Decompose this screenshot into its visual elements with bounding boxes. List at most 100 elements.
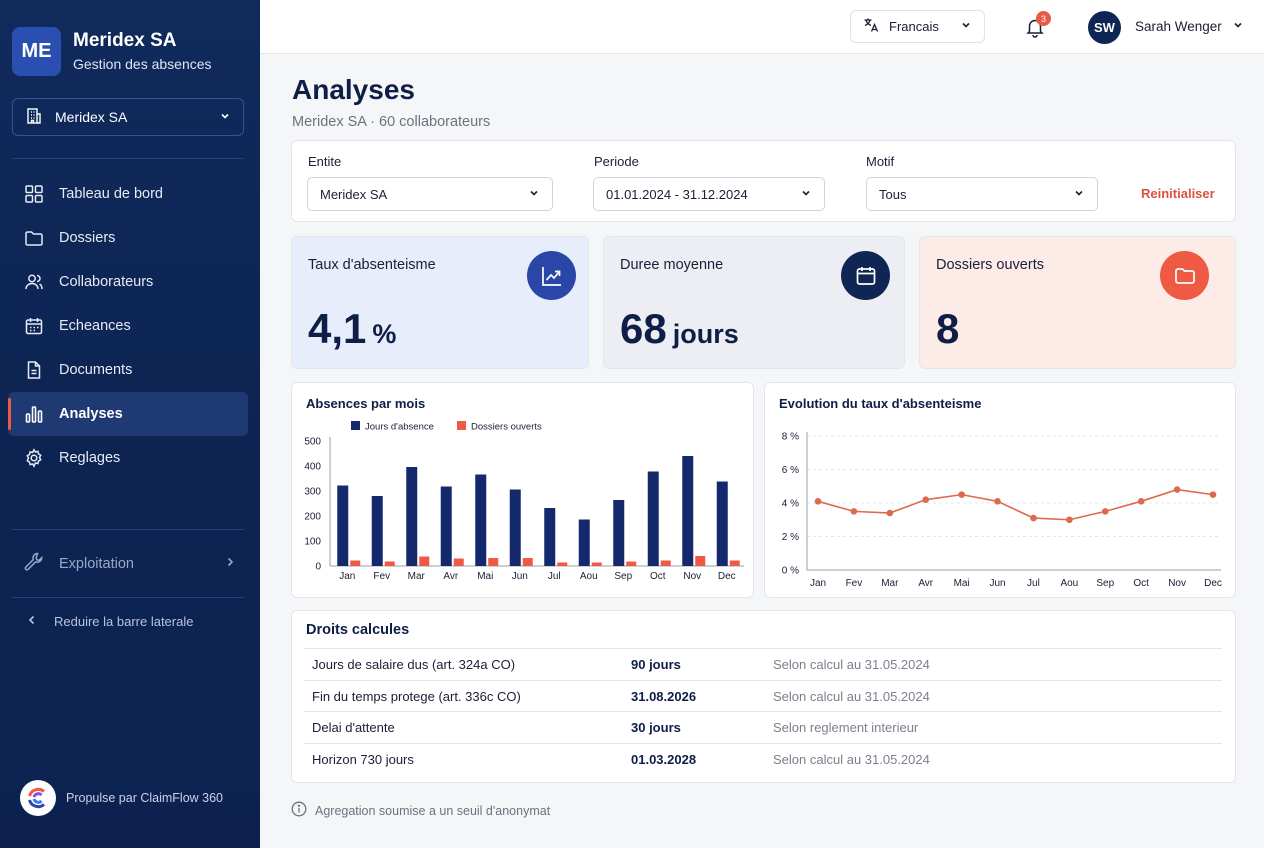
y-tick-label: 0 (315, 562, 321, 573)
sidebar-item-label: Collaborateurs (59, 274, 154, 290)
bar (509, 489, 521, 566)
sidebar-item-label: Dossiers (59, 230, 116, 246)
sidebar: ME Meridex SA Gestion des absences Merid… (0, 0, 260, 848)
legend-swatch (351, 421, 360, 430)
y-tick-label: 400 (304, 462, 321, 473)
y-tick-label: 200 (304, 512, 321, 523)
sidebar-item-dossiers[interactable]: Dossiers (8, 216, 248, 260)
language-select[interactable]: Francais (850, 10, 985, 43)
trend-up-icon (527, 251, 576, 300)
bar (453, 558, 464, 566)
document-icon (23, 359, 45, 381)
user-avatar[interactable]: SW (1088, 11, 1121, 44)
bar (350, 560, 361, 566)
right-label: Fin du temps protege (art. 336c CO) (312, 688, 521, 704)
x-tick-label: Jul (548, 571, 561, 582)
calculated-rights-card: Droits calcules Jours de salaire dus (ar… (291, 610, 1236, 783)
y-tick-label: 100 (304, 537, 321, 548)
right-label: Jours de salaire dus (art. 324a CO) (312, 656, 516, 672)
right-label: Delai d'attente (312, 719, 395, 735)
table-row: Fin du temps protege (art. 336c CO) 31.0… (304, 680, 1222, 711)
sidebar-item-tableau-de-bord[interactable]: Tableau de bord (8, 172, 248, 216)
sidebar-nav: Tableau de bord Dossiers Collaborateurs … (8, 172, 248, 480)
x-tick-label: Dec (1204, 578, 1222, 589)
x-tick-label: Avr (443, 571, 458, 582)
period-filter-select[interactable]: 01.01.2024 - 31.12.2024 (593, 177, 825, 211)
period-filter-value: 01.01.2024 - 31.12.2024 (606, 186, 748, 202)
sidebar-item-analyses[interactable]: Analyses (8, 392, 248, 436)
x-tick-label: Aou (1060, 578, 1078, 589)
x-tick-label: Fev (373, 571, 390, 582)
y-tick-label: 500 (304, 437, 321, 448)
translate-icon (863, 17, 879, 36)
bar (544, 508, 556, 566)
anonymity-footnote: Agregation soumise a un seuil d'anonymat (291, 801, 550, 820)
sidebar-item-reglages[interactable]: Reglages (8, 436, 248, 480)
data-point (886, 509, 894, 517)
sidebar-item-label: Documents (59, 362, 133, 378)
entity-filter-select[interactable]: Meridex SA (307, 177, 553, 211)
chart-title: Absences par mois (306, 396, 426, 411)
data-point (1173, 486, 1181, 493)
x-tick-label: Jun (512, 571, 528, 582)
kpi-value: 4,1% (308, 305, 397, 352)
bar (371, 496, 383, 566)
x-tick-label: Mar (408, 571, 426, 582)
bar (729, 560, 740, 566)
kpi-title: Dossiers ouverts (936, 257, 1044, 273)
right-label: Horizon 730 jours (312, 751, 414, 767)
sidebar-entity-select[interactable]: Meridex SA (12, 98, 244, 136)
chevron-down-icon (1073, 187, 1085, 202)
data-point (1137, 498, 1145, 505)
absenteeism-trend-card: Evolution du taux d'absenteisme 0 % 2 % 4 … (764, 382, 1236, 598)
collapse-sidebar-button[interactable]: Reduire la barre laterale (26, 614, 193, 629)
right-value: 31.08.2026 (631, 688, 697, 704)
filters-panel: Entite Meridex SA Periode 01.01.2024 - 3… (291, 140, 1236, 222)
sidebar-item-collaborateurs[interactable]: Collaborateurs (8, 260, 248, 304)
kpi-unit: % (372, 319, 397, 349)
notification-count-badge: 3 (1036, 11, 1051, 26)
right-note: Selon calcul au 31.05.2024 (773, 688, 930, 704)
x-tick-label: Dec (718, 571, 736, 582)
kpi-title: Duree moyenne (620, 257, 724, 273)
chart-title: Evolution du taux d'absenteisme (779, 396, 982, 411)
x-tick-label: Mai (954, 578, 970, 589)
entity-filter-label: Entite (308, 154, 342, 169)
x-tick-label: Fev (846, 578, 863, 589)
legend-label: Jours d'absence (365, 422, 434, 433)
bar (384, 561, 395, 566)
collapse-sidebar-label: Reduire la barre laterale (54, 614, 194, 629)
folder-icon (23, 227, 45, 249)
y-tick-label: 300 (304, 487, 321, 498)
period-filter-label: Periode (594, 154, 639, 169)
reason-filter-select[interactable]: Tous (866, 177, 1098, 211)
sidebar-item-echeances[interactable]: Echeances (8, 304, 248, 348)
data-point (994, 498, 1001, 505)
right-note: Selon calcul au 31.05.2024 (773, 656, 930, 672)
kpi-card-average-duration: Duree moyenne 68 jours (603, 236, 905, 369)
entity-filter-value: Meridex SA (320, 186, 388, 202)
building-icon (25, 107, 43, 128)
chevron-down-icon (960, 19, 972, 34)
page-subtitle: Meridex SA · 60 collaborateurs (292, 114, 491, 130)
sidebar-item-documents[interactable]: Documents (8, 348, 248, 392)
legend-label: Dossiers ouverts (471, 422, 542, 433)
kpi-card-open-cases: Dossiers ouverts 8 (919, 236, 1236, 369)
bar (337, 485, 349, 566)
kpi-card-absenteeism: Taux d'absenteisme 4,1% (291, 236, 589, 369)
legend-swatch (457, 421, 466, 430)
chevron-down-icon[interactable] (1232, 18, 1244, 36)
footnote-text: Agregation soumise a un seuil d'anonymat (315, 803, 551, 818)
y-tick-label: 6 % (782, 465, 799, 476)
sidebar-divider (12, 597, 244, 598)
x-tick-label: Jun (989, 578, 1005, 589)
reset-filters-button[interactable]: Reinitialiser (1141, 186, 1215, 201)
bar (522, 558, 533, 566)
right-note: Selon calcul au 31.05.2024 (773, 751, 930, 767)
table-row: Horizon 730 jours 01.03.2028 Selon calcu… (304, 743, 1222, 774)
x-tick-label: Jul (1027, 578, 1040, 589)
sidebar-item-exploitation[interactable]: Exploitation (8, 544, 248, 584)
user-name[interactable]: Sarah Wenger (1135, 19, 1222, 34)
sidebar-item-label: Analyses (59, 406, 123, 422)
bar (647, 471, 659, 566)
